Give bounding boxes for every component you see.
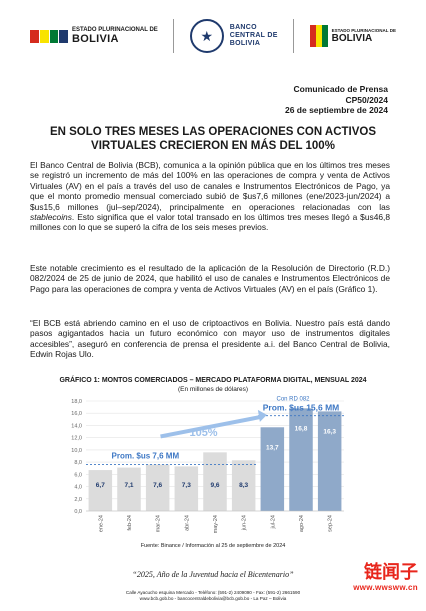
- paragraph-2: Este notable crecimiento es el resultado…: [30, 263, 390, 294]
- footer: Calle Ayacucho esquina Mercado - Teléfon…: [80, 590, 346, 602]
- x-tick-label: jul-24: [270, 515, 276, 529]
- paragraph-3-text: , aseguró en conferencia de prensa el pr…: [30, 338, 390, 360]
- communique-info: Comunicado de Prensa CP50/2024 26 de sep…: [285, 84, 388, 116]
- paragraph-1-text-b: . Esto significa que el valor total tran…: [30, 212, 390, 233]
- right-logo-big-text: BOLIVIA: [331, 33, 373, 44]
- bar-value-label: 9,6: [210, 482, 219, 489]
- header-divider: [173, 19, 175, 53]
- bar-value-label: 8,3: [239, 482, 248, 489]
- bcb-logo-line3: BOLIVIA: [229, 40, 261, 47]
- average-after-label: Prom. $us 15,6 MM: [263, 403, 340, 413]
- bar-value-label: 7,1: [124, 482, 133, 489]
- paragraph-1: El Banco Central de Bolivia (BCB), comun…: [30, 160, 390, 233]
- y-tick-label: 0,0: [74, 509, 82, 515]
- y-tick-label: 12,0: [71, 436, 82, 442]
- y-tick-label: 8,0: [74, 460, 82, 466]
- x-tick-label: feb-24: [127, 515, 133, 531]
- bar-value-label: 13,7: [266, 444, 279, 451]
- growth-label: 105%: [189, 427, 217, 439]
- bar: [174, 466, 199, 511]
- state-emblem-logo: ESTADO PLURINACIONAL DE BOLIVIA: [309, 25, 396, 47]
- quote: “El BCB está abriendo camino en el uso d…: [30, 318, 390, 349]
- growth-arrow-shaft: [160, 414, 262, 439]
- x-tick-label: sep-24: [328, 515, 334, 532]
- watermark-url: www.wwsww.cn: [353, 583, 418, 592]
- bcb-logo-line1: BANCO: [229, 24, 257, 31]
- paragraph-3: “El BCB está abriendo camino en el uso d…: [30, 318, 390, 360]
- paragraph-1-emphasis: stablecoins: [30, 212, 72, 223]
- bar: [145, 464, 170, 511]
- headline: EN SOLO TRES MESES LAS OPERACIONES CON A…: [30, 125, 396, 153]
- bcb-seal-icon: ★: [189, 19, 224, 53]
- bar: [231, 460, 256, 511]
- communique-date: 26 de septiembre de 2024: [284, 105, 388, 115]
- left-logo-big-text: BOLIVIA: [72, 33, 119, 45]
- y-tick-label: 18,0: [71, 399, 82, 405]
- motto: “2025, Año de la Juventud hacia el Bicen…: [132, 570, 294, 579]
- x-tick-label: ago-24: [299, 515, 305, 532]
- header-divider: [293, 19, 295, 53]
- emblem-icon: [309, 25, 328, 47]
- chart-source: Fuente: Binance / Información al 25 de s…: [140, 543, 286, 549]
- chart-title: GRÁFICO 1: MONTOS COMERCIADOS – MERCADO …: [59, 377, 367, 384]
- x-tick-label: abr-24: [184, 515, 190, 531]
- bcb-logo: ★ BANCO CENTRAL DE BOLIVIA: [189, 19, 278, 53]
- communique-type: Comunicado de Prensa: [293, 84, 388, 94]
- bar: [289, 408, 313, 511]
- bar: [203, 452, 227, 511]
- headline-line1: EN SOLO TRES MESES LAS OPERACIONES CON A…: [49, 126, 377, 138]
- x-tick-label: mar-24: [156, 515, 162, 532]
- watermark-logo-text: 链闻子: [364, 562, 418, 583]
- y-tick-label: 2,0: [74, 497, 82, 503]
- rd-label: Con RD 082: [276, 397, 310, 403]
- bar-chart: 0,0 2,0 4,0 6,0 8,0 10,0 12,0 14,0 16,0 18,0 6,7 en…: [71, 397, 344, 533]
- bcb-logo-line2: CENTRAL DE: [229, 32, 278, 39]
- x-tick-label: may-24: [213, 515, 219, 533]
- y-tick-label: 4,0: [74, 485, 82, 491]
- bar-value-label: 7,6: [153, 482, 162, 489]
- y-tick-label: 10,0: [71, 448, 82, 454]
- y-tick-label: 6,0: [74, 472, 82, 478]
- bar-value-label: 16,3: [323, 428, 336, 435]
- header: ESTADO PLURINACIONAL DE BOLIVIA ★ BANCO …: [30, 14, 396, 58]
- paragraph-1-text-a: El Banco Central de Bolivia (BCB), comun…: [30, 160, 390, 212]
- communique-number: CP50/2024: [345, 94, 388, 105]
- bar-value-label: 6,7: [96, 482, 105, 489]
- flag-icon: [30, 29, 68, 43]
- plurinational-state-logo: ESTADO PLURINACIONAL DE BOLIVIA: [30, 27, 158, 45]
- watermark: 链闻子 www.wwsww.cn: [353, 562, 418, 593]
- headline-line2: VIRTUALES CRECIERON EN MÁS DEL 100%: [91, 140, 335, 152]
- bar: [88, 470, 113, 511]
- y-tick-label: 14,0: [71, 423, 82, 429]
- left-logo-small-text: ESTADO PLURINACIONAL DE: [72, 27, 158, 33]
- bar: [260, 427, 285, 511]
- footer-address: Calle Ayacucho esquina Mercado - Teléfon…: [125, 590, 301, 595]
- bar-value-label: 16,8: [295, 425, 308, 432]
- bar: [317, 411, 342, 511]
- growth-arrow-head: [257, 409, 267, 422]
- right-logo-small-text: ESTADO PLURINACIONAL DE: [331, 28, 396, 33]
- footer-web: www.bcb.gob.bo - bancocentraldebolivia@b…: [139, 596, 287, 601]
- average-before-label: Prom. $us 7,6 MM: [112, 452, 180, 461]
- x-tick-label: ene-24: [98, 515, 104, 532]
- chart-subtitle: (En millones de dólares): [177, 386, 249, 393]
- x-tick-label: jun-24: [242, 515, 248, 531]
- y-tick-label: 16,0: [71, 411, 82, 417]
- bar-value-label: 7,3: [182, 482, 191, 489]
- bar: [117, 467, 141, 511]
